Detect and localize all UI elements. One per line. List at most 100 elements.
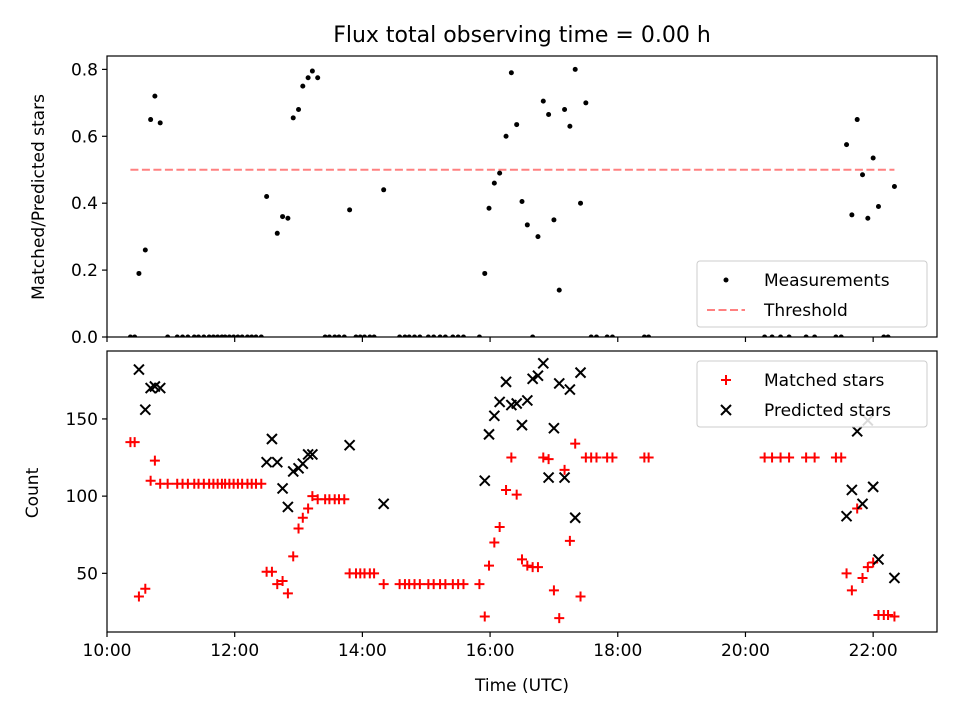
data-point (891, 183, 897, 189)
plus-marker (339, 494, 350, 505)
series-predicted-stars (133, 357, 901, 584)
data-point (854, 117, 860, 123)
bottom-panel-plot: 50 100 150 10:00 12:00 14:00 16:00 18:00 20:00 22… (66, 350, 938, 661)
data-point (588, 334, 594, 337)
x-marker (282, 501, 294, 513)
data-point (315, 75, 321, 81)
data-point (406, 334, 412, 337)
data-point (425, 334, 431, 337)
plus-marker (297, 512, 308, 523)
data-point (762, 334, 768, 337)
x-marker (377, 498, 390, 510)
data-point (865, 215, 871, 221)
data-point (353, 334, 359, 337)
x-marker (867, 481, 879, 493)
figure-title: Flux total observing time = 0.00 h (333, 23, 711, 48)
x-tick-label: 10:00 (83, 641, 132, 661)
x-marker (548, 422, 560, 434)
y-tick-label: 0.0 (71, 328, 98, 348)
data-point (546, 112, 552, 118)
top-panel-plot: 0.0 0.2 0.4 0.6 0.8 Measurements Threshold (71, 55, 938, 348)
x-marker (483, 428, 495, 441)
legend-x-marker (720, 404, 732, 416)
data-point (381, 187, 387, 193)
data-point (460, 334, 466, 337)
x-marker (287, 465, 299, 478)
data-point (609, 334, 615, 337)
plus-marker (484, 560, 495, 571)
data-point (503, 133, 509, 139)
plus-marker (841, 568, 852, 579)
data-point (296, 107, 302, 113)
plus-marker (554, 613, 565, 624)
plus-marker (414, 579, 425, 590)
x-tick-label: 18:00 (593, 641, 642, 661)
plus-marker (133, 591, 144, 602)
legend-plus-marker (721, 375, 731, 385)
legend-box (696, 260, 928, 328)
data-point (157, 120, 163, 126)
x-marker (888, 572, 901, 584)
plus-marker (145, 475, 156, 486)
plus-marker (266, 566, 277, 577)
data-point (540, 98, 546, 104)
plus-marker (458, 579, 469, 590)
data-point (367, 334, 373, 337)
plus-marker (775, 452, 786, 463)
data-point (210, 334, 216, 337)
legend: Measurements Threshold (696, 260, 928, 328)
x-tick-label: 22:00 (849, 641, 898, 661)
x-marker (553, 377, 565, 390)
plus-marker (538, 452, 549, 463)
legend: Matched stars Predicted stars (696, 360, 928, 428)
plus-marker (889, 611, 900, 622)
x-marker (526, 373, 539, 385)
plus-marker (591, 452, 602, 463)
plus-marker (474, 579, 485, 590)
data-point (885, 334, 891, 337)
data-point (849, 212, 855, 218)
plus-marker (479, 611, 490, 622)
data-point (206, 334, 212, 337)
x-marker (260, 456, 273, 468)
plus-marker (784, 452, 795, 463)
data-marks (125, 357, 901, 624)
data-point (201, 334, 207, 337)
data-point (274, 230, 280, 236)
data-point (309, 68, 315, 74)
data-point (482, 270, 488, 276)
data-point (530, 334, 536, 337)
plus-marker (149, 455, 160, 466)
data-point (562, 107, 568, 113)
data-point (604, 334, 610, 337)
plus-marker (303, 503, 314, 514)
x-marker (493, 396, 506, 408)
plus-marker (288, 551, 299, 562)
y-tick-label: 100 (66, 487, 98, 507)
axes-frame (106, 55, 938, 338)
data-point (165, 334, 171, 337)
data-point (174, 334, 180, 337)
plus-marker (162, 478, 173, 489)
data-point (258, 334, 264, 337)
data-point (412, 334, 418, 337)
plus-marker (369, 568, 380, 579)
x-marker (488, 410, 501, 422)
x-marker (500, 376, 512, 388)
plus-marker (559, 464, 570, 475)
plus-marker (801, 452, 812, 463)
x-marker (479, 474, 491, 487)
x-tick-label: 14:00 (338, 641, 387, 661)
data-point (402, 334, 408, 337)
plus-marker (378, 579, 389, 590)
data-point (231, 334, 237, 337)
legend-box (696, 360, 928, 428)
plus-marker (129, 437, 140, 448)
data-point (285, 215, 291, 221)
plus-marker (543, 454, 554, 465)
plus-marker (272, 579, 283, 590)
plus-marker (293, 523, 304, 534)
x-marker (139, 403, 152, 416)
y-tick-label: 0.4 (71, 194, 98, 214)
data-point (397, 334, 403, 337)
